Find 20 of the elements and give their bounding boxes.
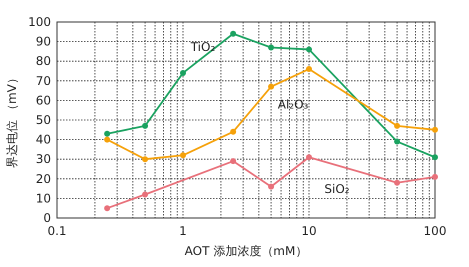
series-label: Al₂O₃ — [278, 98, 309, 112]
x-tick-label: 100 — [424, 224, 446, 238]
x-tick-label: 1 — [179, 224, 187, 238]
y-tick-label: 100 — [28, 15, 51, 29]
y-tick-label: 80 — [36, 54, 51, 68]
x-axis-title: AOT 添加浓度（mM） — [184, 244, 308, 258]
y-tick-label: 70 — [36, 74, 51, 88]
x-tick-label: 0.1 — [47, 224, 67, 238]
y-tick-label: 40 — [36, 132, 51, 147]
y-tick-label: 20 — [36, 172, 51, 186]
series-label: SiO₂ — [324, 182, 350, 196]
y-tick-label: 10 — [36, 191, 51, 206]
y-tick-label: 0 — [43, 211, 51, 225]
series-label: TiO₂ — [190, 40, 216, 54]
y-tick-label: 30 — [36, 152, 51, 166]
y-tick-label: 60 — [36, 93, 51, 108]
y-tick-label: 90 — [36, 34, 51, 49]
x-tick-label: 10 — [301, 224, 317, 238]
y-axis-title: 界达电位 （mV） — [5, 72, 19, 168]
y-tick-label: 50 — [36, 113, 51, 127]
